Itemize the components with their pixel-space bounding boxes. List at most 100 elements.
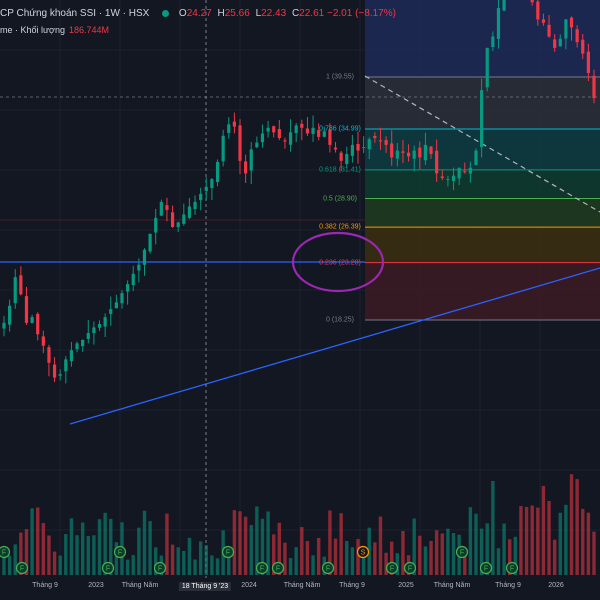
candle-body xyxy=(221,135,225,162)
volume-bar xyxy=(13,544,17,575)
fib-zone xyxy=(365,0,600,77)
symbol-header: CP Chứng khoán SSI · 1W · HSX O24.27 H25… xyxy=(0,8,396,19)
event-marker-icon xyxy=(321,561,335,575)
volume-bar xyxy=(508,539,512,575)
candle-body xyxy=(581,39,585,54)
candle-body xyxy=(530,0,534,3)
event-marker-icon xyxy=(479,561,493,575)
volume-bar xyxy=(7,555,12,575)
candle-body xyxy=(19,275,23,295)
volume-bar xyxy=(530,505,534,575)
close-label: C xyxy=(291,8,300,19)
candle-body xyxy=(272,126,276,133)
candle-body xyxy=(575,29,579,43)
candle-body xyxy=(277,128,281,139)
volume-bar xyxy=(58,555,62,575)
volume-bar xyxy=(198,541,203,575)
volume-bar xyxy=(552,539,557,575)
candle-body xyxy=(187,206,192,218)
candle-body xyxy=(373,135,377,139)
candle-body xyxy=(300,123,304,128)
symbol-title[interactable]: CP Chứng khoán SSI · 1W · HSX xyxy=(0,8,150,19)
candle-body xyxy=(463,171,467,173)
x-tick-label: 2023 xyxy=(88,582,104,589)
candle-body xyxy=(154,217,158,233)
volume-bar xyxy=(367,527,371,575)
event-marker-icon xyxy=(0,545,11,559)
candle-body xyxy=(412,150,416,159)
candle-body xyxy=(322,131,326,137)
volume-bar xyxy=(64,534,68,575)
candle-body xyxy=(536,1,540,20)
x-tick-label: Tháng 9 xyxy=(495,582,521,589)
volume-bar xyxy=(401,530,405,575)
candle-body xyxy=(176,222,180,228)
candle-body xyxy=(547,24,551,37)
volume-bar xyxy=(260,518,265,575)
volume-bar xyxy=(575,479,579,575)
candle-body xyxy=(311,127,315,135)
candle-body xyxy=(390,143,394,158)
event-marker-label: F xyxy=(460,550,464,557)
low-label: L xyxy=(255,8,262,19)
candle-body xyxy=(238,125,242,161)
volume-bar xyxy=(316,537,321,575)
volume-bar xyxy=(114,542,119,575)
volume-bar xyxy=(97,519,102,575)
volume-legend: me · Khối lượng 186.744M xyxy=(0,25,109,35)
volume-bar xyxy=(429,540,433,575)
volume-bar xyxy=(586,512,591,575)
volume-bar xyxy=(2,553,6,575)
volume-bar xyxy=(238,511,242,575)
candle-body xyxy=(244,161,248,174)
event-marker-icon xyxy=(255,561,269,575)
candle-body xyxy=(126,284,130,292)
event-marker-label: F xyxy=(226,550,230,557)
candle-body xyxy=(569,17,574,28)
event-marker-label: F xyxy=(260,566,264,573)
candle-body xyxy=(64,359,68,372)
volume-bar xyxy=(131,555,135,575)
candle-body xyxy=(558,38,562,47)
volume-bar xyxy=(215,558,220,575)
x-tick-label: Tháng Năm xyxy=(283,582,321,589)
volume-bar xyxy=(451,532,456,575)
volume-bar xyxy=(86,535,90,575)
candle-body xyxy=(249,149,253,171)
volume-bar xyxy=(193,559,197,575)
event-marker-icon xyxy=(153,561,167,575)
volume-bar xyxy=(148,521,152,575)
volume-bar xyxy=(142,510,147,575)
volume-bar xyxy=(125,559,130,575)
candle-body xyxy=(199,193,203,201)
candle-body xyxy=(36,313,40,335)
volume-bar xyxy=(232,510,237,575)
volume-bar xyxy=(300,527,304,575)
candle-body xyxy=(30,317,34,323)
candle-body xyxy=(356,144,360,151)
volume-bar xyxy=(249,525,253,575)
candle-body xyxy=(317,130,321,137)
candle-body xyxy=(305,128,310,134)
event-marker-label: F xyxy=(276,566,280,573)
fib-zone xyxy=(365,262,600,320)
event-marker-label: F xyxy=(20,566,24,573)
highlight-ellipse xyxy=(291,231,385,293)
volume-bar xyxy=(519,506,523,575)
volume-bar xyxy=(36,507,40,575)
event-marker-icon xyxy=(455,545,469,559)
volume-bar xyxy=(491,481,495,575)
volume-bar xyxy=(468,507,473,575)
event-marker-icon xyxy=(385,561,399,575)
x-tick-label: Tháng Năm xyxy=(121,582,159,589)
candle-body xyxy=(165,205,169,210)
volume-bar xyxy=(496,548,501,575)
candle-body xyxy=(103,317,107,327)
event-marker-icon xyxy=(101,561,115,575)
fib-level-label: 0.382 (26.39) xyxy=(319,223,361,231)
candle-body xyxy=(564,19,568,39)
event-marker-label: F xyxy=(326,566,330,573)
open-value: 24.27 xyxy=(186,8,212,19)
fib-zone xyxy=(365,198,600,228)
